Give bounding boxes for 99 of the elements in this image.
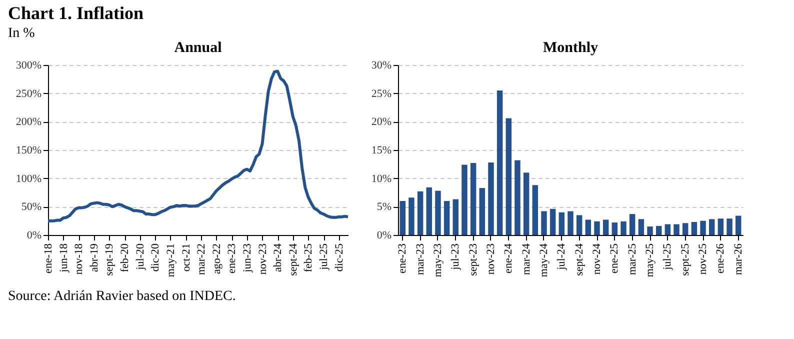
bar bbox=[541, 211, 547, 235]
bar bbox=[576, 215, 582, 235]
x-tick-label: sept-24 bbox=[287, 243, 300, 276]
chart-title: Annual bbox=[174, 40, 222, 56]
x-tick-label: nov-18 bbox=[73, 243, 86, 275]
x-tick-label: dic-25 bbox=[333, 243, 346, 272]
x-tick-label: ene-23 bbox=[396, 243, 409, 274]
bar bbox=[523, 172, 530, 235]
bar bbox=[629, 214, 636, 235]
x-tick-label: mar-23 bbox=[414, 243, 426, 276]
bar bbox=[674, 224, 680, 235]
x-tick-label: may-23 bbox=[432, 243, 444, 278]
x-tick-label: ene-24 bbox=[502, 243, 515, 274]
y-tick-label: 10% bbox=[371, 172, 392, 185]
text: Chart 1. Inflation bbox=[8, 3, 144, 23]
x-tick-label: abr-19 bbox=[88, 243, 100, 272]
bar bbox=[638, 219, 644, 235]
y-tick-label: 100% bbox=[16, 172, 42, 185]
y-tick-label: 0% bbox=[376, 230, 392, 242]
bar bbox=[452, 199, 459, 235]
x-tick-label: ene-23 bbox=[226, 243, 238, 274]
y-tick-label: 250% bbox=[16, 88, 42, 100]
x-tick-label: sept-24 bbox=[573, 243, 586, 276]
x-tick-label: dic-20 bbox=[150, 243, 162, 272]
bar bbox=[426, 187, 432, 235]
bar bbox=[470, 163, 476, 235]
y-tick-label: 15% bbox=[371, 144, 392, 156]
bar bbox=[735, 216, 742, 235]
bar bbox=[691, 222, 698, 235]
bar bbox=[718, 218, 724, 235]
x-tick-label: nov-23 bbox=[484, 243, 497, 275]
x-tick-label: ene-25 bbox=[608, 243, 621, 274]
x-tick-label: jul-20 bbox=[134, 243, 146, 271]
bar bbox=[682, 223, 688, 235]
y-tick-label: 20% bbox=[371, 116, 392, 128]
bar bbox=[400, 201, 406, 235]
x-tick-label: mar-26 bbox=[732, 243, 744, 276]
x-tick-label: mar-22 bbox=[196, 244, 208, 276]
bar bbox=[506, 118, 512, 235]
bar bbox=[496, 90, 503, 235]
x-tick-label: feb-20 bbox=[119, 243, 132, 272]
y-tick-label: 50% bbox=[21, 201, 42, 214]
bar bbox=[550, 208, 556, 235]
bar bbox=[664, 224, 671, 235]
x-tick-label: may-24 bbox=[538, 243, 550, 278]
x-tick-label: jul-23 bbox=[450, 243, 462, 271]
x-tick-label: nov-25 bbox=[697, 243, 710, 275]
bar bbox=[558, 212, 565, 235]
bar bbox=[435, 190, 441, 235]
x-tick-label: mar-25 bbox=[626, 243, 638, 276]
bar bbox=[568, 211, 574, 235]
bar bbox=[462, 164, 468, 235]
text: In % bbox=[8, 26, 36, 41]
x-tick-label: nov-24 bbox=[591, 243, 604, 275]
x-tick-label: oct-21 bbox=[180, 244, 192, 272]
x-tick-label: sept-19 bbox=[104, 243, 116, 276]
x-tick-label: jul-25 bbox=[318, 243, 330, 271]
x-tick-label: ene-26 bbox=[714, 243, 727, 274]
y-tick-label: 200% bbox=[16, 116, 42, 128]
bar bbox=[514, 160, 520, 235]
bar bbox=[479, 188, 486, 235]
bar bbox=[602, 220, 609, 235]
y-tick-label: 300% bbox=[16, 60, 42, 72]
bar bbox=[585, 220, 592, 235]
chart-title: Monthly bbox=[542, 40, 598, 56]
bar bbox=[594, 221, 600, 235]
x-tick-label: may-25 bbox=[644, 243, 656, 278]
x-tick-label: feb-25 bbox=[302, 243, 315, 272]
bar bbox=[612, 222, 618, 235]
bar bbox=[444, 201, 450, 235]
x-tick-label: ago-22 bbox=[210, 244, 223, 274]
x-tick-label: jun-18 bbox=[58, 243, 70, 274]
bar bbox=[656, 226, 662, 235]
x-tick-label: may-21 bbox=[164, 244, 177, 278]
x-tick-label: sept-25 bbox=[679, 243, 692, 276]
y-tick-label: 30% bbox=[371, 60, 392, 72]
bar bbox=[726, 218, 732, 235]
x-tick-label: abr-24 bbox=[272, 243, 284, 272]
x-tick-label: mar-24 bbox=[520, 243, 532, 276]
x-tick-label: jul-24 bbox=[556, 243, 568, 271]
x-tick-label: jul-25 bbox=[662, 243, 674, 271]
bar bbox=[408, 198, 414, 235]
bar bbox=[532, 185, 538, 235]
x-tick-label: nov-23 bbox=[256, 243, 269, 275]
bar bbox=[708, 219, 715, 235]
bar bbox=[700, 220, 706, 235]
bar bbox=[647, 226, 653, 235]
source-note: Source: Adrián Ravier based on INDEC. bbox=[8, 289, 236, 304]
y-tick-label: 5% bbox=[376, 201, 392, 214]
bar bbox=[417, 191, 424, 235]
x-tick-label: ene-18 bbox=[42, 243, 54, 274]
y-tick-label: 150% bbox=[16, 144, 42, 156]
x-tick-label: sept-23 bbox=[467, 243, 480, 276]
y-tick-label: 25% bbox=[371, 88, 392, 100]
line-series bbox=[46, 70, 350, 222]
bar bbox=[620, 221, 626, 235]
bar bbox=[488, 162, 494, 235]
y-tick-label: 0% bbox=[26, 230, 42, 242]
x-tick-label: jun-23 bbox=[241, 243, 254, 274]
